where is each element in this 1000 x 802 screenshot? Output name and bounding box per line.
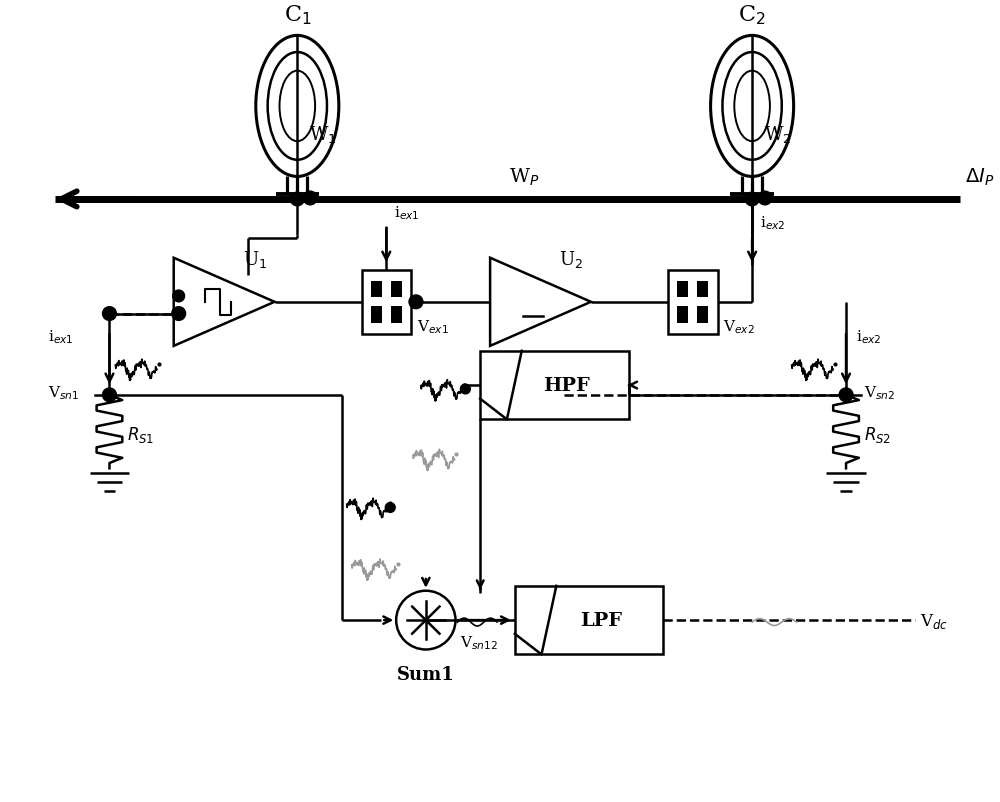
Text: i$_{ex2}$: i$_{ex2}$: [760, 214, 786, 232]
Text: LPF: LPF: [580, 611, 622, 630]
Bar: [391, 307, 402, 323]
Text: V$_{sn12}$: V$_{sn12}$: [460, 633, 499, 650]
Circle shape: [839, 388, 853, 402]
Circle shape: [460, 385, 470, 395]
Circle shape: [173, 290, 185, 302]
Text: V$_{ex2}$: V$_{ex2}$: [723, 318, 755, 336]
Text: V$_{sn1}$: V$_{sn1}$: [48, 383, 80, 401]
Circle shape: [409, 296, 423, 310]
Bar: [362, 270, 411, 334]
Text: V$_{dc}$: V$_{dc}$: [920, 611, 948, 630]
Bar: [697, 282, 708, 298]
Text: V$_{ex1}$: V$_{ex1}$: [417, 318, 449, 336]
Bar: [677, 307, 688, 323]
Circle shape: [103, 388, 116, 402]
Text: V$_{sn2}$: V$_{sn2}$: [864, 383, 895, 401]
Bar: [677, 282, 688, 298]
Bar: [371, 282, 382, 298]
Circle shape: [758, 192, 772, 205]
Bar: [480, 351, 629, 419]
Text: $R_{S2}$: $R_{S2}$: [864, 424, 891, 444]
Text: $R_{S1}$: $R_{S1}$: [127, 424, 155, 444]
Circle shape: [290, 192, 304, 207]
Text: i$_{ex1}$: i$_{ex1}$: [48, 328, 74, 346]
Bar: [697, 307, 708, 323]
Text: Sum1: Sum1: [397, 665, 455, 683]
Text: i$_{ex1}$: i$_{ex1}$: [394, 204, 420, 221]
Text: C$_1$: C$_1$: [284, 3, 311, 26]
Circle shape: [103, 307, 116, 321]
Text: W$_{P}$: W$_{P}$: [509, 167, 540, 188]
Text: U$_2$: U$_2$: [559, 249, 583, 270]
Text: $\Delta I_{P}$: $\Delta I_{P}$: [965, 167, 994, 188]
Text: HPF: HPF: [543, 377, 590, 395]
Circle shape: [303, 192, 317, 205]
Text: i$_{ex2}$: i$_{ex2}$: [856, 328, 882, 346]
Bar: [391, 282, 402, 298]
Bar: [515, 586, 663, 654]
Circle shape: [172, 307, 186, 321]
Text: U$_1$: U$_1$: [243, 249, 267, 270]
Circle shape: [745, 192, 759, 207]
Bar: [371, 307, 382, 323]
Text: W$_2$: W$_2$: [764, 124, 791, 144]
Circle shape: [385, 503, 395, 512]
Bar: [668, 270, 718, 334]
Text: C$_2$: C$_2$: [738, 3, 766, 26]
Text: W$_1$: W$_1$: [309, 124, 337, 144]
